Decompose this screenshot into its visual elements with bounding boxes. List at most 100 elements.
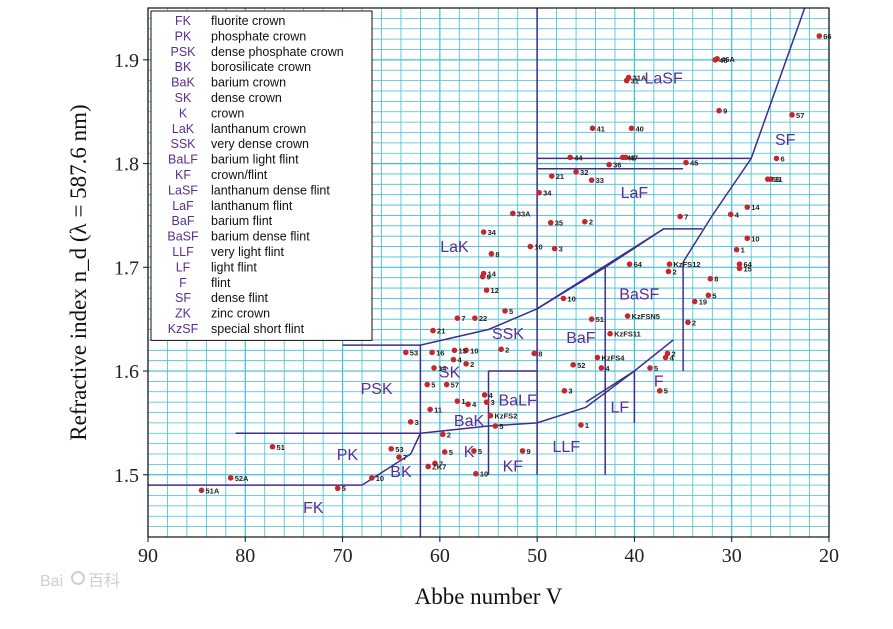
point-label: 33 bbox=[596, 176, 604, 185]
data-point bbox=[664, 350, 671, 357]
legend-name: crown bbox=[211, 106, 244, 120]
point-label: 10 bbox=[470, 346, 478, 355]
point-label: 8 bbox=[538, 349, 542, 358]
point-label: 1 bbox=[741, 246, 745, 255]
data-point bbox=[548, 173, 555, 179]
point-label: 53 bbox=[395, 445, 403, 454]
glass-region-boundaries bbox=[148, 7, 806, 537]
legend-code: LaF bbox=[172, 199, 194, 213]
data-point bbox=[483, 287, 490, 293]
point-label: 51 bbox=[277, 443, 285, 452]
data-point bbox=[519, 448, 526, 454]
point-label: KzFS4 bbox=[601, 354, 625, 363]
region-label: LF bbox=[610, 400, 629, 417]
region-label: KF bbox=[503, 459, 524, 476]
point-label: 5 bbox=[499, 422, 503, 431]
legend-code: LaSF bbox=[168, 183, 198, 197]
data-point bbox=[425, 463, 431, 470]
point-label: 9 bbox=[527, 447, 531, 456]
data-point bbox=[570, 362, 576, 368]
data-point bbox=[479, 273, 486, 280]
data-point bbox=[561, 387, 568, 394]
x-axis-title: Abbe number V bbox=[415, 584, 563, 609]
legend-name: barium dense flint bbox=[211, 230, 310, 244]
y-tick-label: 1.8 bbox=[114, 154, 139, 176]
y-tick-label: 1.7 bbox=[114, 257, 139, 279]
data-point bbox=[547, 219, 554, 226]
data-point bbox=[705, 292, 712, 299]
point-label: KzFSN5 bbox=[632, 312, 660, 321]
point-label: 7 bbox=[439, 459, 443, 468]
legend-name: dense crown bbox=[211, 91, 282, 105]
point-label: 4 bbox=[670, 354, 675, 363]
point-label: 7 bbox=[461, 314, 465, 323]
point-label: 8 bbox=[714, 275, 718, 284]
point-label: 15 bbox=[458, 346, 466, 355]
point-label: 2 bbox=[505, 345, 509, 354]
data-point bbox=[424, 381, 431, 388]
data-point bbox=[443, 381, 450, 388]
point-label: 40 bbox=[636, 124, 644, 133]
point-label: 32 bbox=[580, 168, 588, 177]
point-label: 6 bbox=[780, 154, 784, 163]
watermark-logo: Bai 百科 bbox=[40, 571, 120, 590]
point-label: 31A bbox=[633, 73, 647, 82]
data-point bbox=[560, 295, 567, 302]
region-label: SK bbox=[439, 364, 461, 381]
point-label: 10 bbox=[480, 470, 488, 479]
region-label: BaF bbox=[566, 330, 596, 347]
legend-name: very light flint bbox=[211, 245, 284, 259]
region-boundary bbox=[420, 308, 538, 346]
data-point bbox=[429, 349, 435, 356]
x-axis-ticks: 90 80 70 60 50 40 30 20 bbox=[138, 537, 839, 567]
point-label: 51A bbox=[206, 486, 220, 495]
data-point bbox=[625, 74, 632, 81]
point-label: 16 bbox=[436, 348, 444, 357]
x-tick-label: 80 bbox=[235, 545, 255, 567]
point-label: 64 bbox=[743, 260, 752, 269]
data-point bbox=[269, 443, 276, 450]
data-point bbox=[502, 308, 508, 314]
point-label: 2 bbox=[672, 267, 676, 276]
legend-code: ZK bbox=[175, 307, 192, 321]
point-label: 34 bbox=[543, 189, 552, 198]
data-point bbox=[685, 319, 691, 326]
point-label: 2 bbox=[692, 318, 696, 327]
point-label: 52A bbox=[235, 474, 249, 483]
x-tick-label: 70 bbox=[333, 545, 353, 567]
data-point bbox=[427, 406, 433, 413]
region-label: LaK bbox=[440, 239, 469, 256]
point-label: 41 bbox=[597, 124, 605, 133]
region-boundary bbox=[585, 370, 635, 403]
point-label: 5 bbox=[478, 447, 482, 456]
data-point bbox=[767, 176, 774, 182]
data-point bbox=[598, 365, 605, 371]
legend-name: lanthanum crown bbox=[211, 122, 306, 136]
legend-code: K bbox=[179, 106, 188, 120]
legend-code: FK bbox=[175, 14, 192, 28]
point-label: 3 bbox=[415, 418, 419, 427]
data-point bbox=[619, 154, 626, 161]
x-tick-label: 50 bbox=[527, 545, 547, 567]
point-label: 1 bbox=[585, 421, 589, 430]
point-label: 34 bbox=[488, 228, 497, 237]
legend-name: light flint bbox=[211, 260, 257, 274]
data-point bbox=[487, 412, 494, 419]
data-point bbox=[551, 245, 558, 252]
region-label: BaLF bbox=[499, 392, 537, 409]
legend-code: SK bbox=[175, 91, 192, 105]
data-point bbox=[441, 449, 448, 455]
y-tick-label: 1.5 bbox=[114, 465, 139, 487]
point-label: 52 bbox=[577, 361, 585, 370]
x-tick-label: 30 bbox=[722, 545, 742, 567]
x-tick-label: 20 bbox=[819, 545, 839, 567]
region-label: PSK bbox=[361, 381, 393, 398]
point-label: 2 bbox=[589, 218, 593, 227]
data-point bbox=[430, 327, 436, 334]
x-tick-label: 60 bbox=[430, 545, 450, 567]
glass-region-labels: FK PK PSK BK BaK SK K LaK SSK BaLF KF LaSF LaF BaF BaS… bbox=[303, 71, 796, 517]
data-point bbox=[736, 265, 743, 272]
legend-code: SSK bbox=[170, 137, 196, 151]
